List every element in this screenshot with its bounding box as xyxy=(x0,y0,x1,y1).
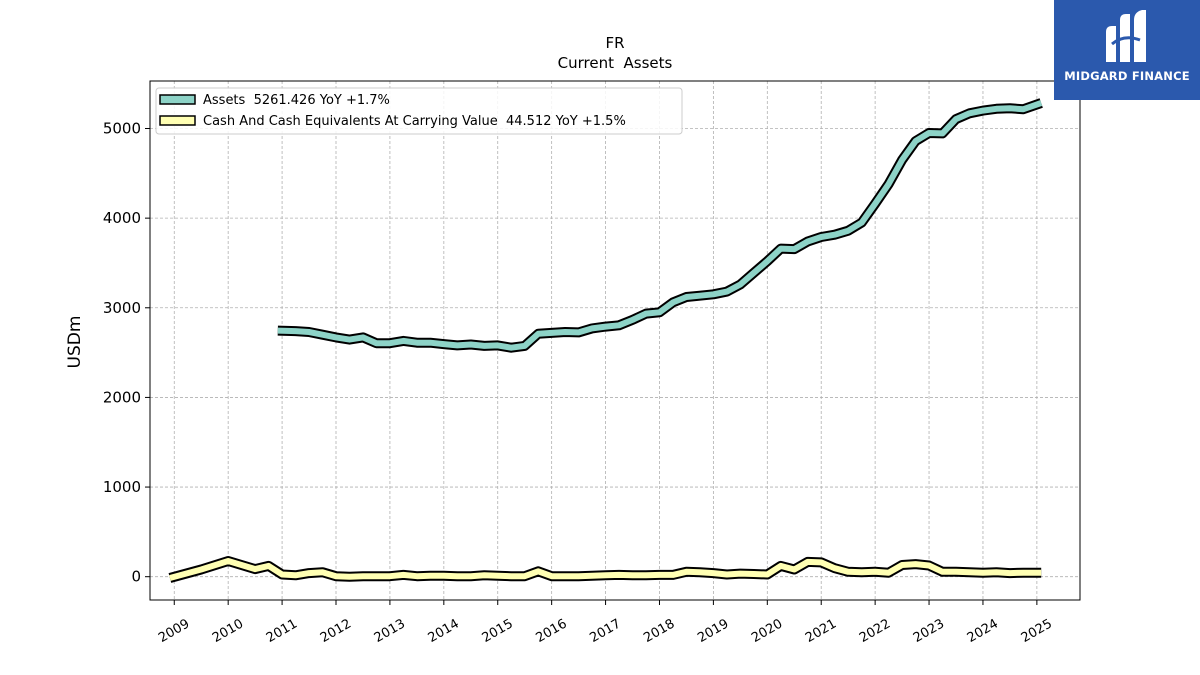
x-tick-label: 2023 xyxy=(911,616,947,646)
legend: Assets 5261.426 YoY +1.7% Cash And Cash … xyxy=(155,87,683,135)
chart-title: FR xyxy=(605,34,624,52)
x-tick-label: 2022 xyxy=(857,616,893,646)
brand-logo: MIDGARD FINANCE xyxy=(1054,0,1200,100)
y-tick-label: 3000 xyxy=(103,299,141,317)
y-axis: 0 1000 2000 3000 4000 5000 xyxy=(103,120,150,586)
legend-box xyxy=(155,87,683,135)
x-tick-label: 2025 xyxy=(1019,616,1055,646)
series-line xyxy=(277,100,1043,351)
x-tick-label: 2017 xyxy=(587,616,623,646)
series-1 xyxy=(168,556,1042,583)
x-tick-label: 2021 xyxy=(803,616,839,646)
legend-swatch-assets xyxy=(159,94,196,105)
x-tick-label: 2011 xyxy=(264,616,300,646)
legend-label-assets: Assets 5261.426 YoY +1.7% xyxy=(203,93,390,108)
x-tick-label: 2012 xyxy=(318,616,354,646)
y-tick-label: 0 xyxy=(131,568,141,586)
x-tick-label: 2015 xyxy=(480,616,516,646)
brand-name: MIDGARD FINANCE xyxy=(1064,69,1190,83)
x-tick-label: 2016 xyxy=(533,616,569,646)
x-tick-label: 2024 xyxy=(965,616,1001,646)
x-axis: 2009 2010 2011 2012 2013 2014 2015 2016 2017 2018… xyxy=(156,600,1055,646)
chart-subtitle: Current Assets xyxy=(558,54,673,72)
x-tick-label: 2019 xyxy=(695,616,731,646)
series-0 xyxy=(277,98,1043,353)
x-tick-label: 2018 xyxy=(641,616,677,646)
grid xyxy=(150,81,1080,600)
y-tick-label: 1000 xyxy=(103,478,141,496)
y-tick-label: 2000 xyxy=(103,388,141,406)
x-tick-label: 2009 xyxy=(156,616,192,646)
y-tick-label: 5000 xyxy=(103,120,141,138)
series-line xyxy=(169,558,1042,581)
x-tick-label: 2013 xyxy=(372,616,408,646)
x-tick-label: 2010 xyxy=(210,616,246,646)
x-tick-label: 2014 xyxy=(426,616,462,646)
y-axis-label: USDm xyxy=(65,316,85,369)
y-tick-label: 4000 xyxy=(103,209,141,227)
legend-label-cash: Cash And Cash Equivalents At Carrying Va… xyxy=(203,114,626,129)
legend-swatch-cash xyxy=(159,115,196,126)
x-tick-label: 2020 xyxy=(749,616,785,646)
brand-mark-icon xyxy=(1106,10,1146,62)
series-layer xyxy=(168,98,1043,583)
plot-frame xyxy=(149,80,1081,601)
